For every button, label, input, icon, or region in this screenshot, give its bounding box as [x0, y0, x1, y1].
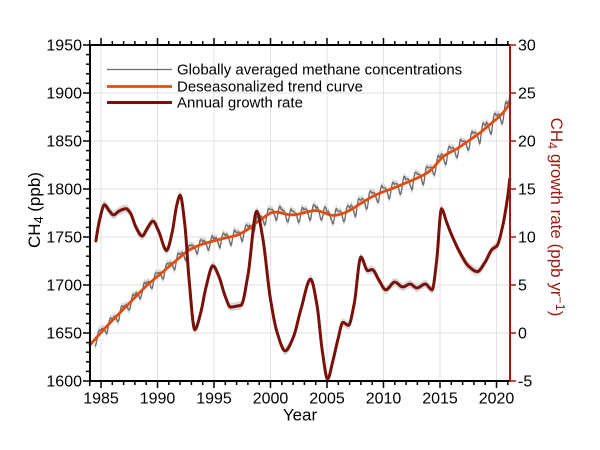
svg-text:1990: 1990 [140, 391, 176, 408]
svg-text:30: 30 [518, 38, 536, 55]
svg-text:1700: 1700 [46, 278, 82, 295]
svg-text:1995: 1995 [196, 391, 232, 408]
svg-text:1800: 1800 [46, 182, 82, 199]
svg-text:Annual growth rate: Annual growth rate [177, 95, 303, 112]
svg-text:2010: 2010 [366, 391, 402, 408]
svg-text:1850: 1850 [46, 134, 82, 151]
svg-text:2000: 2000 [253, 391, 289, 408]
svg-text:15: 15 [518, 182, 536, 199]
svg-text:1900: 1900 [46, 86, 82, 103]
svg-text:25: 25 [518, 86, 536, 103]
svg-text:2005: 2005 [309, 391, 345, 408]
svg-text:0: 0 [518, 326, 527, 343]
svg-text:5: 5 [518, 278, 527, 295]
svg-text:1750: 1750 [46, 230, 82, 247]
svg-text:1985: 1985 [83, 391, 119, 408]
svg-text:1650: 1650 [46, 326, 82, 343]
svg-text:Year: Year [283, 406, 318, 425]
svg-text:-5: -5 [518, 374, 532, 391]
svg-text:CH4 (ppb): CH4 (ppb) [25, 172, 46, 248]
svg-text:10: 10 [518, 230, 536, 247]
svg-text:2015: 2015 [422, 391, 458, 408]
svg-text:2020: 2020 [479, 391, 515, 408]
svg-text:Deseasonalized trend curve: Deseasonalized trend curve [177, 79, 363, 96]
svg-text:Globally averaged methane conc: Globally averaged methane concentrations [177, 62, 462, 79]
svg-text:1950: 1950 [46, 38, 82, 55]
svg-text:20: 20 [518, 134, 536, 151]
svg-text:1600: 1600 [46, 374, 82, 391]
svg-text:CH4 growth rate (ppb yr−1): CH4 growth rate (ppb yr−1) [545, 118, 567, 317]
